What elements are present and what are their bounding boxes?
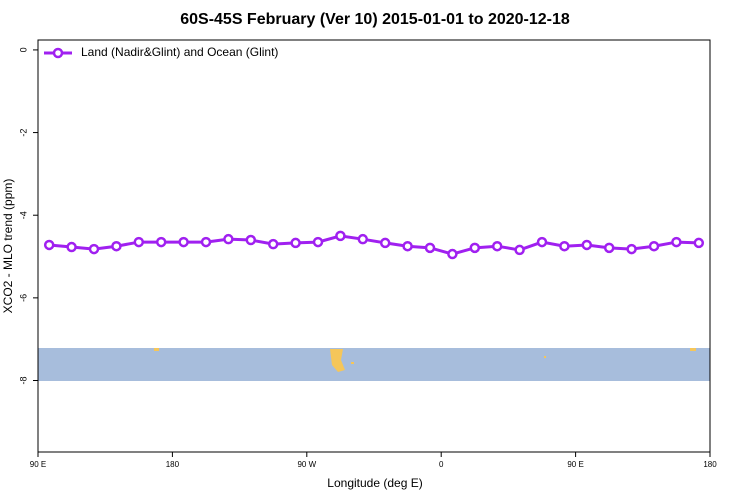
map-strip (38, 348, 710, 381)
x-tick-label: 180 (703, 460, 717, 469)
point (312, 236, 324, 248)
x-tick-label: 90 E (30, 460, 46, 469)
point (200, 236, 212, 248)
point (245, 234, 257, 246)
y-tick-label: -8 (18, 377, 28, 385)
point (88, 243, 100, 255)
x-tick-label: 90 W (297, 460, 316, 469)
point (491, 240, 503, 252)
ocean-band (38, 348, 710, 381)
point (469, 242, 481, 254)
point (447, 248, 458, 260)
x-tick-label: 90 E (567, 460, 583, 469)
y-tick-label: -2 (18, 129, 28, 137)
point (155, 236, 167, 248)
point (267, 238, 279, 250)
point (514, 244, 525, 256)
point (111, 240, 122, 252)
legend-marker (52, 47, 64, 59)
y-tick-label: 0 (18, 47, 28, 52)
point (559, 240, 570, 252)
point (626, 243, 637, 255)
point (133, 236, 145, 248)
point (581, 239, 593, 251)
point (693, 237, 705, 249)
series-line (49, 234, 699, 256)
land-patch (544, 356, 546, 358)
legend-label: Land (Nadir&Glint) and Ocean (Glint) (81, 45, 278, 59)
y-tick-label: -4 (18, 211, 28, 219)
land-patch (351, 362, 354, 364)
point (603, 242, 615, 254)
y-axis-label: XCO2 - MLO trend (ppm) (1, 179, 15, 314)
point (66, 241, 77, 253)
x-axis-label: Longitude (deg E) (327, 476, 422, 490)
point (379, 237, 391, 249)
land-patch (690, 348, 696, 351)
chart-title: 60S-45S February (Ver 10) 2015-01-01 to … (180, 11, 570, 28)
point (402, 240, 413, 252)
point (335, 230, 346, 242)
point (43, 239, 55, 251)
land-patch (154, 348, 159, 351)
land-patch (330, 349, 345, 372)
point (223, 233, 234, 245)
point (536, 236, 548, 248)
point (178, 236, 189, 248)
x-tick-label: 0 (439, 460, 444, 469)
point (357, 233, 369, 245)
point (424, 242, 436, 254)
y-tick-label: -6 (18, 294, 28, 302)
plot-frame (37, 39, 711, 453)
x-tick-label: 180 (166, 460, 180, 469)
point (648, 240, 660, 252)
point (671, 236, 682, 248)
point (290, 237, 301, 249)
